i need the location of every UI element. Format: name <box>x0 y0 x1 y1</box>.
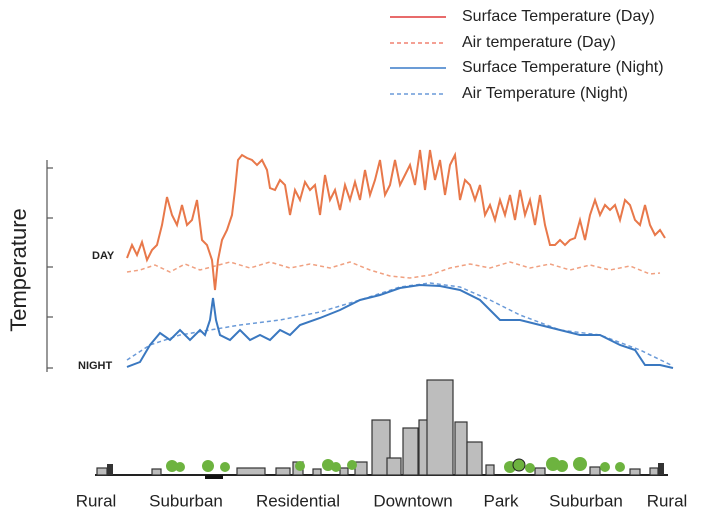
legend: Surface Temperature (Day) Air temperatur… <box>390 8 664 102</box>
axis-label: Temperature <box>6 208 31 332</box>
legend-text: Air temperature (Day) <box>462 34 616 51</box>
day-surface-curve <box>126 149 666 291</box>
zone-label: Park <box>484 491 519 510</box>
night-air-curve <box>126 282 674 367</box>
legend-text: Surface Temperature (Night) <box>462 59 664 76</box>
day-marker: DAY <box>92 250 115 262</box>
day-air-curve <box>126 261 661 279</box>
zone-label: Rural <box>647 491 688 510</box>
zone-label: Residential <box>256 491 340 510</box>
city-profile <box>95 379 668 479</box>
zone-label: Suburban <box>149 491 223 510</box>
y-axis <box>46 160 53 372</box>
night-surface-curve <box>126 283 674 369</box>
zone-label: Downtown <box>373 491 452 510</box>
zone-label: Rural <box>76 491 117 510</box>
zone-label: Suburban <box>549 491 623 510</box>
legend-text: Surface Temperature (Day) <box>462 8 655 25</box>
night-marker: NIGHT <box>78 360 113 372</box>
legend-text: Air Temperature (Night) <box>462 85 628 102</box>
